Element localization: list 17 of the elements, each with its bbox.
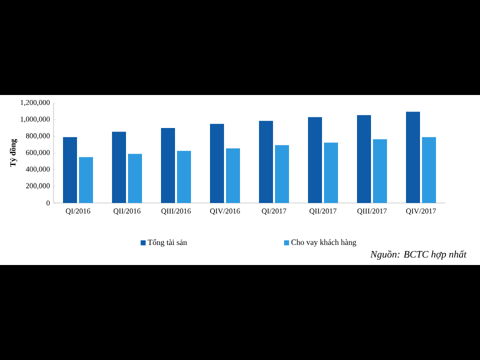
bar (373, 139, 388, 203)
bar (308, 117, 322, 203)
bar (177, 150, 191, 203)
bar (226, 148, 240, 203)
bar (422, 137, 436, 203)
bar (357, 115, 372, 203)
bar (324, 142, 338, 203)
bar (406, 112, 420, 203)
bar (79, 157, 93, 203)
bar (161, 128, 176, 203)
bar (210, 124, 224, 203)
bar (128, 154, 142, 203)
bar (275, 145, 290, 203)
bar (63, 137, 78, 203)
bar (112, 132, 126, 203)
text: Nguồn: BCTC hợp nhất (370, 250, 467, 260)
bar (259, 120, 274, 203)
